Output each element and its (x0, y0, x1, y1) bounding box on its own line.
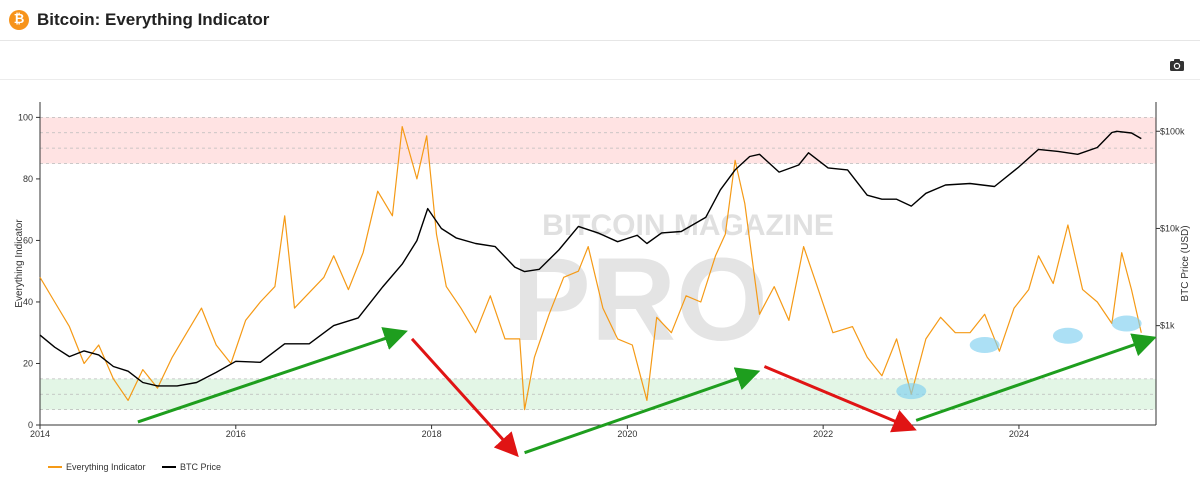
camera-icon[interactable] (1168, 57, 1186, 73)
trend-arrow-2 (524, 367, 761, 455)
y-tick-label: 100 (18, 112, 33, 122)
highlight-ellipse-5 (896, 383, 927, 400)
series-everything-indicator (39, 125, 1142, 411)
series-btc-price (39, 130, 1142, 387)
x-tick-label: 2024 (1009, 429, 1029, 439)
trend-arrow-3 (763, 365, 917, 433)
highlight-ellipse-7 (1052, 327, 1083, 344)
chart-area: BITCOIN MAGAZINE PRO 0 20 40 60 80 100 $1k $10k… (0, 80, 1200, 485)
trend-arrow-1 (410, 337, 519, 458)
y-tick-label: 20 (23, 358, 33, 368)
highlight-ellipse-6 (969, 337, 1000, 354)
chart-toolbar (0, 41, 1200, 80)
y2-tick-label: $1k (1160, 321, 1175, 331)
x-tick-label: 2016 (226, 429, 246, 439)
y-tick-label: 40 (23, 297, 33, 307)
y2-tick-label: $10k (1160, 223, 1180, 233)
everything-indicator-chart: BITCOIN MAGAZINE PRO 0 20 40 60 80 100 $1k $10k… (14, 102, 1191, 472)
y-axis-label: Everything Indicator (14, 219, 25, 308)
legend-label-price: BTC Price (180, 462, 221, 472)
watermark-line1: BITCOIN MAGAZINE (542, 209, 834, 242)
y-tick-label: 80 (23, 174, 33, 184)
watermark-line2: PRO (512, 234, 768, 366)
trend-arrow-0 (137, 327, 408, 424)
trend-arrow-4 (915, 333, 1157, 422)
legend-label-indicator: Everything Indicator (66, 462, 146, 472)
bitcoin-logo-icon: ₿ (9, 10, 29, 30)
y-tick-label: 60 (23, 235, 33, 245)
x-tick-label: 2022 (813, 429, 833, 439)
x-tick-label: 2020 (617, 429, 637, 439)
y2-tick-label: $100k (1160, 126, 1185, 136)
y2-axis-label: BTC Price (USD) (1180, 225, 1191, 301)
page-title: Bitcoin: Everything Indicator (37, 10, 270, 29)
band-0 (40, 117, 1156, 164)
x-tick-label: 2014 (30, 429, 50, 439)
x-tick-label: 2018 (422, 429, 442, 439)
highlight-ellipse-8 (1111, 315, 1142, 332)
chart-header: ₿ Bitcoin: Everything Indicator (0, 0, 1200, 41)
y-tick-label: 0 (28, 420, 33, 430)
